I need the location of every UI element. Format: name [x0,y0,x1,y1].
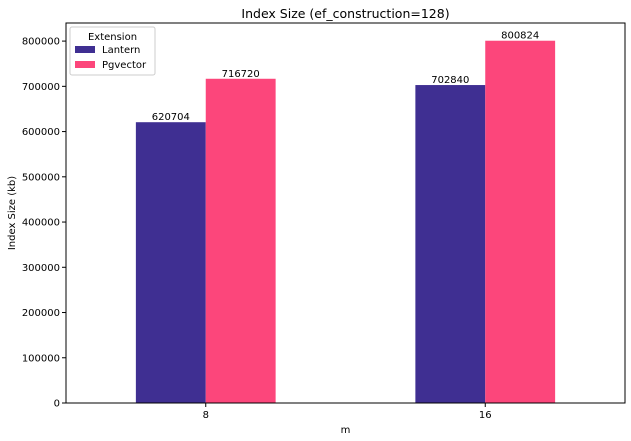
ticks-group: 8 16 0 100000 200000 300000 400000 500000 600000… [22,37,492,421]
y-tick-label: 100000 [22,353,60,364]
legend-label-pgvector: Pgvector [102,60,147,71]
bar-lantern-16 [415,85,486,403]
bars-group: 620704 716720 702840 800824 [135,31,556,404]
bar-lantern-8 [135,122,206,404]
bar-pgvector-8 [205,78,276,403]
data-label-lantern-8: 620704 [152,112,190,123]
y-tick-label: 200000 [22,308,60,319]
x-axis-label: m [341,425,351,436]
legend-title: Extension [88,32,137,43]
x-tick-label: 16 [479,410,492,421]
y-tick-label: 400000 [22,218,60,229]
legend: Extension Lantern Pgvector [69,26,156,76]
data-label-pgvector-16: 800824 [501,31,539,42]
y-tick-label: 500000 [22,172,60,183]
bar-pgvector-16 [485,40,556,404]
y-tick-label: 600000 [22,127,60,138]
chart-title: Index Size (ef_construction=128) [241,6,449,21]
y-axis-label: Index Size (kb) [7,176,18,250]
plot-frame [65,22,626,404]
y-tick-label: 700000 [22,82,60,93]
legend-swatch-lantern [75,46,95,53]
y-tick-label: 0 [54,399,60,410]
y-tick-label: 300000 [22,263,60,274]
data-label-lantern-16: 702840 [431,75,469,86]
x-tick-label: 8 [203,410,209,421]
legend-swatch-pgvector [75,61,95,68]
legend-label-lantern: Lantern [102,45,140,56]
y-tick-label: 800000 [22,37,60,48]
data-label-pgvector-8: 716720 [222,69,260,80]
